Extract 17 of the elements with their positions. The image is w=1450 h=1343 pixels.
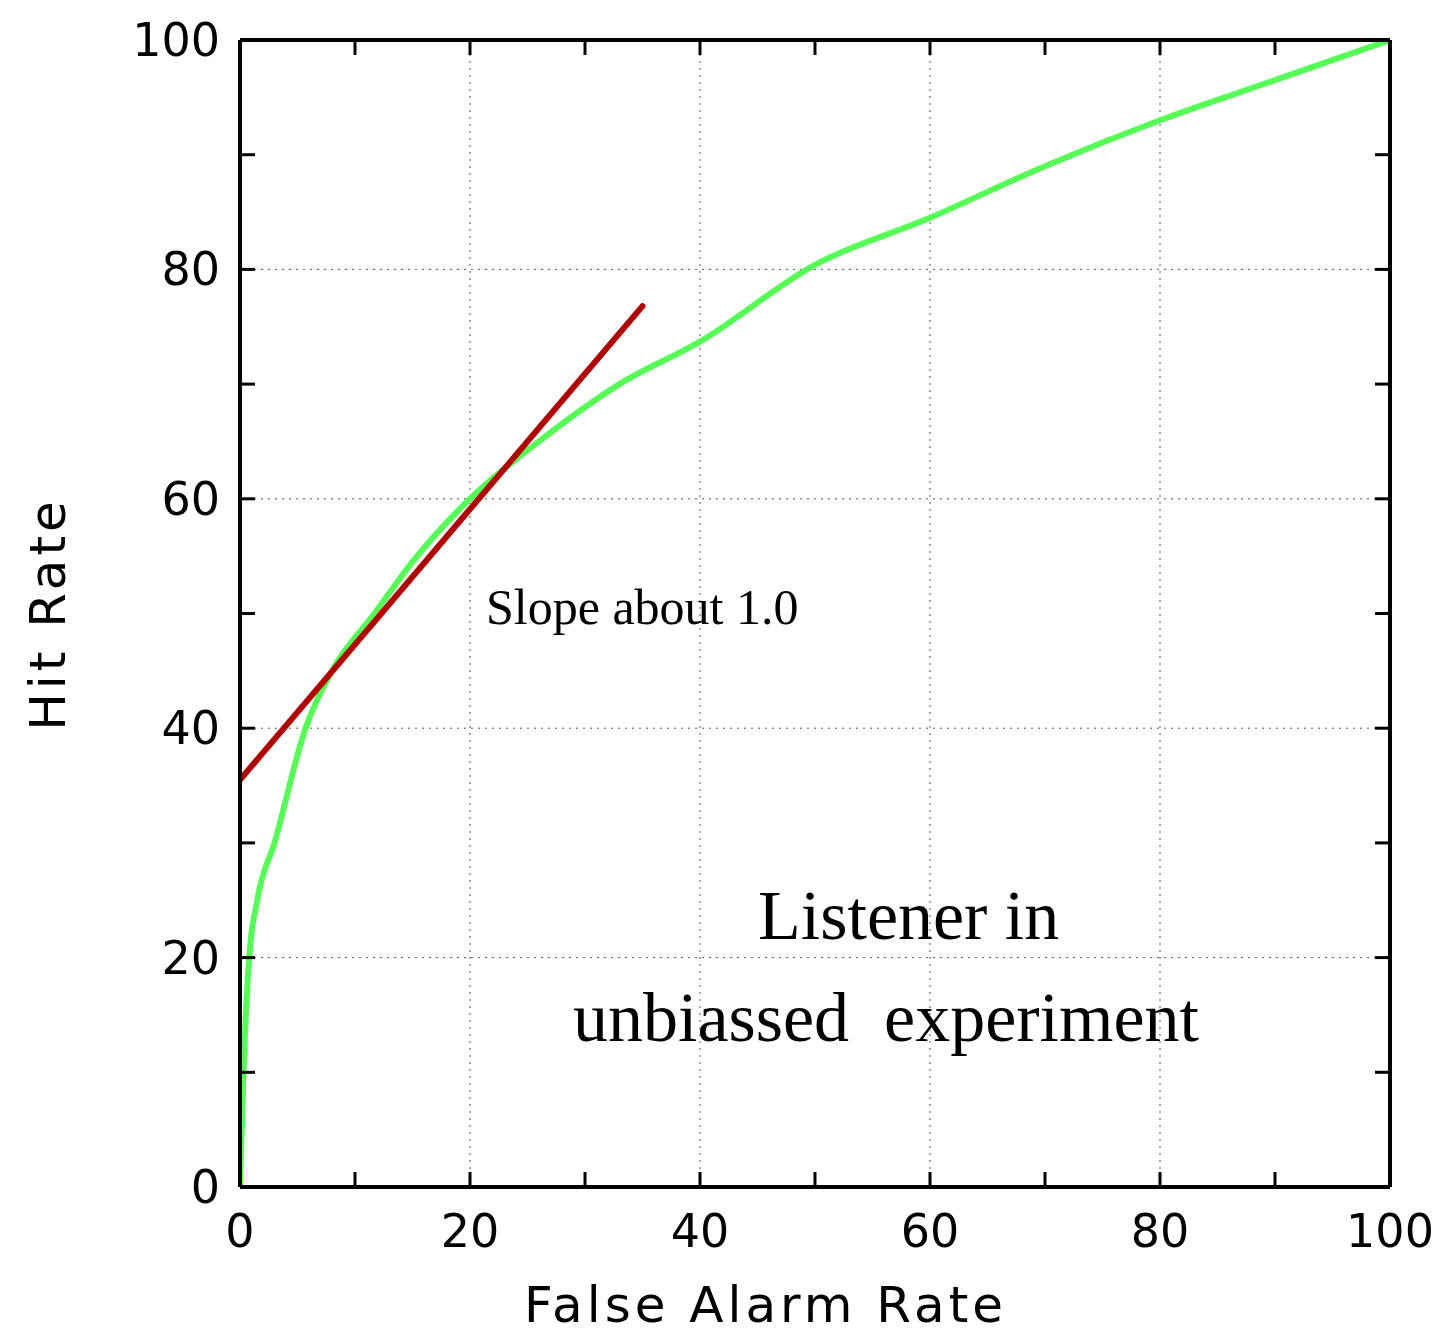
y-tick-label: 40 [161, 701, 220, 756]
x-axis-title: False Alarm Rate [522, 1276, 1009, 1334]
y-axis-title: Hit Rate [19, 496, 77, 731]
y-tick-label: 100 [132, 13, 220, 67]
annotation: Listener in [758, 876, 1060, 956]
x-tick-label: 0 [225, 1204, 255, 1258]
y-tick-label: 60 [161, 471, 220, 526]
x-tick-label: 60 [900, 1204, 960, 1258]
y-tick-label: 80 [161, 242, 220, 297]
x-tick-label: 40 [670, 1204, 730, 1258]
annotation: Slope about 1.0 [486, 578, 799, 636]
x-tick-label: 80 [1130, 1204, 1190, 1258]
annotation: unbiassed experiment [573, 978, 1199, 1058]
y-tick-label: 0 [190, 1160, 220, 1214]
x-tick-label: 20 [440, 1204, 500, 1258]
y-tick-label: 20 [161, 930, 220, 985]
x-tick-label: 100 [1346, 1204, 1434, 1258]
